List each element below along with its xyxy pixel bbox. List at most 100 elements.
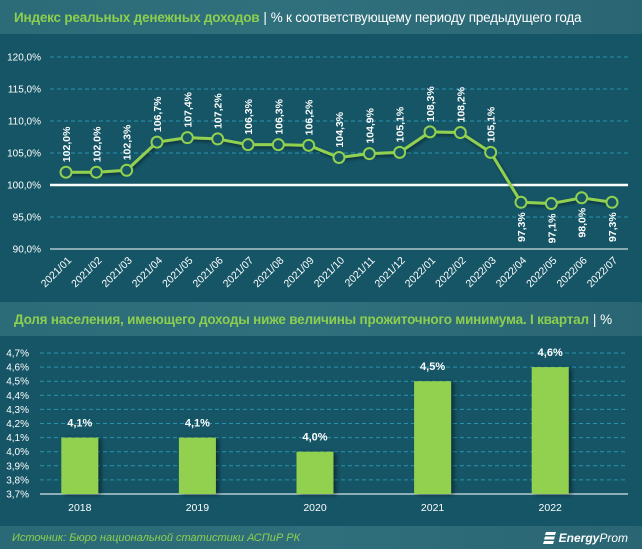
x-tick-label: 2022/06 bbox=[554, 255, 589, 290]
x-tick-label: 2022/03 bbox=[463, 255, 498, 290]
bar-value-label: 4,5% bbox=[420, 361, 445, 373]
y-tick-label: 3,7% bbox=[6, 490, 29, 501]
bar bbox=[531, 367, 569, 494]
data-point bbox=[514, 195, 528, 209]
real-income-index-line-chart: 90,0% 95,0% 100,0% 105,0% 110,0% 115,0% 120,0%… bbox=[7, 53, 628, 290]
data-point bbox=[453, 126, 467, 140]
data-point bbox=[59, 165, 73, 179]
y-tick-label: 4,0% bbox=[6, 447, 29, 458]
bar-chart-title: Доля населения, имеющего доходы ниже вел… bbox=[14, 311, 589, 327]
x-tick-label: 2021/04 bbox=[130, 255, 165, 290]
bar-chart-header: Доля населения, имеющего доходы ниже вел… bbox=[0, 302, 642, 336]
data-point bbox=[423, 125, 437, 139]
data-label: 106,2% bbox=[304, 99, 316, 135]
x-tick-label: 2018 bbox=[68, 502, 92, 514]
data-point bbox=[89, 165, 103, 179]
x-tick-label: 2021/07 bbox=[221, 255, 256, 290]
data-label: 104,9% bbox=[364, 107, 376, 143]
logo-text-prom: Prom bbox=[599, 530, 628, 545]
bar bbox=[296, 451, 334, 494]
bar bbox=[61, 437, 99, 494]
x-tick-label: 2021/05 bbox=[160, 255, 195, 290]
x-tick-label: 2020 bbox=[303, 502, 327, 514]
bar bbox=[414, 381, 452, 494]
x-tick-label: 2022/04 bbox=[494, 255, 529, 290]
data-label: 108,3% bbox=[425, 86, 437, 122]
data-label: 102,3% bbox=[122, 124, 134, 160]
data-point bbox=[180, 131, 194, 145]
x-tick-label: 2021 bbox=[421, 502, 445, 514]
y-tick-label: 100,0% bbox=[7, 181, 41, 192]
data-point bbox=[605, 195, 619, 209]
bar-value-label: 4,1% bbox=[185, 418, 210, 430]
x-tick-label: 2022 bbox=[539, 502, 563, 514]
bar bbox=[178, 437, 216, 494]
line-chart-subtitle: % к соответствующему периоду предыдущего… bbox=[270, 9, 582, 25]
data-label: 106,3% bbox=[243, 98, 255, 134]
x-tick-label: 2021/06 bbox=[190, 255, 225, 290]
data-point bbox=[241, 138, 255, 152]
bar-value-label: 4,6% bbox=[538, 347, 563, 359]
y-tick-label: 4,4% bbox=[6, 391, 29, 402]
data-label: 104,3% bbox=[334, 111, 346, 147]
y-tick-label: 115,0% bbox=[8, 85, 41, 96]
y-tick-label: 4,2% bbox=[6, 419, 29, 430]
data-point bbox=[484, 145, 498, 159]
data-label: 98,0% bbox=[577, 207, 589, 237]
data-point bbox=[362, 147, 376, 161]
data-label: 107,2% bbox=[213, 93, 225, 129]
bar-chart-subtitle: % bbox=[600, 311, 612, 327]
line-chart-title: Индекс реальных денежных доходов bbox=[14, 9, 260, 25]
data-label: 105,1% bbox=[395, 106, 407, 142]
data-label: 107,4% bbox=[182, 91, 194, 127]
y-tick-label: 105,0% bbox=[7, 149, 41, 160]
x-tick-label: 2021/09 bbox=[281, 255, 316, 290]
data-point bbox=[271, 138, 285, 152]
title-separator: | bbox=[263, 9, 267, 25]
data-label: 97,3% bbox=[516, 212, 528, 242]
logo-text-energy: Energy bbox=[558, 530, 600, 545]
y-tick-label: 90,0% bbox=[13, 245, 41, 256]
x-tick-label: 2021/11 bbox=[343, 255, 378, 290]
data-label: 106,3% bbox=[273, 98, 285, 134]
data-point bbox=[302, 138, 316, 152]
x-tick-label: 2021/01 bbox=[39, 255, 74, 290]
y-tick-label: 3,9% bbox=[6, 461, 29, 472]
data-label: 97,3% bbox=[607, 212, 619, 242]
y-tick-label: 3,8% bbox=[6, 475, 29, 486]
y-tick-label: 110,0% bbox=[8, 117, 41, 128]
y-tick-label: 95,0% bbox=[13, 213, 41, 224]
data-point bbox=[393, 145, 407, 159]
y-tick-label: 4,6% bbox=[6, 363, 29, 374]
data-point bbox=[120, 163, 134, 177]
x-tick-label: 2021/12 bbox=[372, 255, 407, 290]
bar-value-label: 4,1% bbox=[67, 418, 92, 430]
poverty-share-bar-chart: 3,7% 3,8% 3,9% 4,0% 4,1% 4,2% 4,3% 4,4% 4,5% 4,6%… bbox=[6, 347, 628, 514]
y-tick-label: 4,5% bbox=[6, 377, 29, 388]
data-label: 102,0% bbox=[91, 126, 103, 162]
energyprom-logo-icon bbox=[542, 531, 556, 544]
data-label: 102,0% bbox=[61, 126, 73, 162]
source-note: Источник: Бюро национальной статистики А… bbox=[12, 531, 301, 544]
data-point bbox=[332, 150, 346, 164]
y-tick-label: 4,7% bbox=[6, 349, 29, 360]
line-chart-header: Индекс реальных денежных доходов | % к с… bbox=[0, 0, 642, 34]
energyprom-logo: Energy Prom bbox=[542, 530, 628, 545]
x-tick-label: 2022/01 bbox=[403, 255, 438, 290]
bar-value-label: 4,0% bbox=[302, 432, 327, 444]
x-tick-label: 2019 bbox=[186, 502, 210, 514]
footer: Источник: Бюро национальной статистики А… bbox=[0, 526, 642, 549]
data-label: 105,1% bbox=[486, 106, 498, 142]
data-point bbox=[211, 132, 225, 146]
x-tick-label: 2021/03 bbox=[99, 255, 134, 290]
y-tick-label: 4,1% bbox=[6, 433, 29, 444]
x-tick-label: 2022/05 bbox=[524, 255, 559, 290]
data-label: 97,1% bbox=[546, 213, 558, 243]
x-tick-label: 2021/08 bbox=[251, 255, 286, 290]
x-tick-label: 2021/02 bbox=[69, 255, 104, 290]
x-tick-label: 2021/10 bbox=[312, 255, 347, 290]
data-label: 108,2% bbox=[455, 86, 467, 122]
title-separator: | bbox=[592, 311, 597, 327]
data-point bbox=[544, 197, 558, 211]
data-point bbox=[575, 191, 589, 205]
